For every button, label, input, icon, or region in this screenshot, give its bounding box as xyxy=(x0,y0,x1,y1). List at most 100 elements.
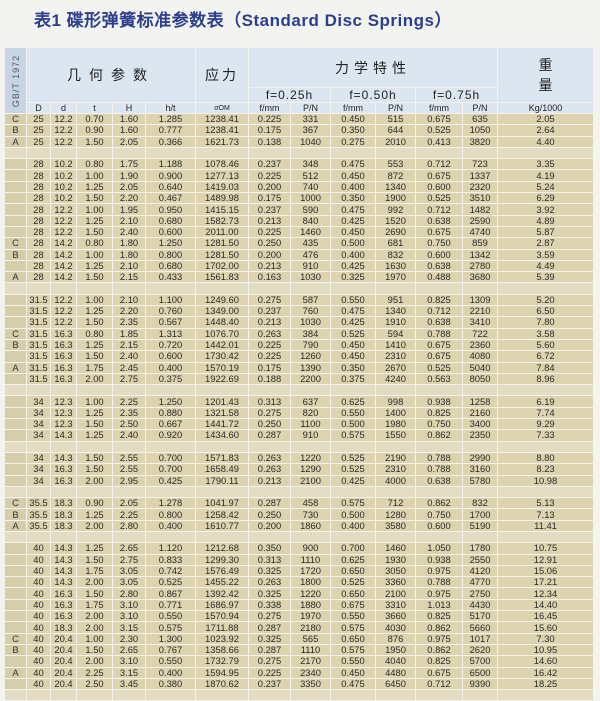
cell-stress: 1419.03 xyxy=(195,180,249,194)
cell-p3: 2320 xyxy=(462,180,498,194)
cell-p3: 9390 xyxy=(462,677,498,691)
cell-stress: 1570.19 xyxy=(195,361,249,374)
cell-h-t-ratio: 0.575 xyxy=(145,621,196,634)
cell-f2: 0.425 xyxy=(330,259,376,273)
cell-thickness: 1.00 xyxy=(76,293,113,307)
cell-f2 xyxy=(330,282,376,295)
cell-stress: 1455.22 xyxy=(195,576,249,589)
cell-weight: 6.72 xyxy=(497,350,594,363)
cell-p3: 859 xyxy=(462,237,498,250)
cell-weight xyxy=(497,689,594,701)
cell-p1: 840 xyxy=(290,214,331,227)
cell-f3: 0.600 xyxy=(415,519,463,532)
cell-f2: 0.550 xyxy=(330,610,376,623)
cell-p3: 2990 xyxy=(462,451,498,465)
cell-stress: 1238.41 xyxy=(195,124,249,137)
cell-p1: 637 xyxy=(290,395,331,408)
cell-thickness: 1.50 xyxy=(76,463,113,476)
cell-h-t-ratio: 0.800 xyxy=(145,508,196,521)
table-row: 40 14.3 1.75 3.05 0.742 1576.49 0.325 1720 0.650… xyxy=(4,564,594,578)
cell-f2: 0.475 xyxy=(330,305,376,318)
cell-d-outer: 34 xyxy=(26,451,51,465)
table-row: 31.5 16.3 1.50 2.40 0.600 1730.42 0.225 1260 0.4… xyxy=(4,350,594,363)
cell-h-t-ratio: 0.777 xyxy=(145,124,196,137)
cell-h-t-ratio: 0.742 xyxy=(145,564,196,578)
cell-height xyxy=(112,282,146,295)
cell-h-t-ratio: 0.680 xyxy=(145,259,196,273)
cell-height xyxy=(112,485,146,499)
cell-p3: 1050 xyxy=(462,124,498,137)
cell-p2: 1410 xyxy=(375,338,416,352)
cell-thickness: 1.25 xyxy=(76,406,113,420)
cell-p1: 1220 xyxy=(290,587,331,600)
cell-weight: 5.20 xyxy=(497,293,594,307)
table-row: 31.5 12.2 1.00 2.10 1.100 1249.60 0.275 587 0.55… xyxy=(4,293,594,307)
cell-height: 2.75 xyxy=(112,372,146,386)
cell-f3: 0.600 xyxy=(415,248,463,261)
cell-h-t-ratio: 0.867 xyxy=(145,587,196,600)
cell-d-inner: 16.3 xyxy=(50,338,77,352)
cell-height xyxy=(112,384,146,397)
cell-d-outer: 40 xyxy=(26,553,51,566)
grade-cell xyxy=(4,169,27,182)
cell-p3: 8050 xyxy=(462,372,498,386)
cell-d-inner xyxy=(50,384,77,397)
cell-height: 3.05 xyxy=(112,576,146,589)
cell-thickness xyxy=(76,689,113,701)
cell-p2 xyxy=(375,530,416,544)
cell-p2: 1950 xyxy=(375,643,416,657)
cell-d-inner: 10.2 xyxy=(50,180,77,194)
cell-thickness: 2.00 xyxy=(76,655,113,668)
cell-height: 2.05 xyxy=(112,135,146,148)
cell-f3: 0.975 xyxy=(415,632,463,645)
grade-cell xyxy=(4,485,27,499)
cell-p2: 872 xyxy=(375,169,416,182)
cell-p2: 6450 xyxy=(375,677,416,691)
cell-p3: 5660 xyxy=(462,621,498,634)
cell-p3: 5190 xyxy=(462,519,498,532)
cell-p3 xyxy=(462,530,498,544)
cell-weight: 11.41 xyxy=(497,519,594,532)
cell-f1: 0.225 xyxy=(248,112,291,126)
cell-p2: 2010 xyxy=(375,135,416,148)
cell-f1: 0.250 xyxy=(248,418,291,431)
cell-height: 2.05 xyxy=(112,497,146,510)
cell-h-t-ratio: 0.771 xyxy=(145,598,196,612)
cell-height xyxy=(112,530,146,544)
cell-f1: 0.287 xyxy=(248,497,291,510)
cell-thickness: 1.50 xyxy=(76,135,113,148)
cell-h-t-ratio xyxy=(145,530,196,544)
cell-p3: 5780 xyxy=(462,474,498,487)
cell-thickness: 1.00 xyxy=(76,169,113,182)
cell-f3: 1.050 xyxy=(415,542,463,555)
cell-p2: 4040 xyxy=(375,655,416,668)
cell-f2: 0.450 xyxy=(330,169,376,182)
cell-p1 xyxy=(290,146,331,160)
cell-p2: 998 xyxy=(375,395,416,408)
cell-p2: 1460 xyxy=(375,542,416,555)
cell-d-inner: 14.2 xyxy=(50,248,77,261)
cell-weight: 10.95 xyxy=(497,643,594,657)
table-row: 40 20.4 2.50 3.45 0.380 1870.62 0.237 3350 0.475… xyxy=(4,677,594,691)
cell-f1: 0.350 xyxy=(248,542,291,555)
cell-d-inner xyxy=(50,485,77,499)
cell-f1: 0.163 xyxy=(248,271,291,284)
cell-p2: 3310 xyxy=(375,598,416,612)
cell-weight: 4.40 xyxy=(497,135,594,148)
cell-height: 3.45 xyxy=(112,677,146,691)
cell-f3: 0.675 xyxy=(415,666,463,679)
cell-h-t-ratio xyxy=(145,440,196,453)
cell-height xyxy=(112,689,146,701)
cell-weight: 10.75 xyxy=(497,542,594,555)
cell-h-t-ratio: 0.600 xyxy=(145,350,196,363)
cell-height: 3.10 xyxy=(112,610,146,623)
cell-stress: 1078.46 xyxy=(195,158,249,171)
cell-weight: 10.98 xyxy=(497,474,594,487)
cell-f3: 0.938 xyxy=(415,553,463,566)
cell-f3: 0.825 xyxy=(415,406,463,420)
cell-d-inner: 18.3 xyxy=(50,621,77,634)
cell-height: 2.80 xyxy=(112,587,146,600)
cell-h-t-ratio xyxy=(145,689,196,701)
cell-thickness: 1.50 xyxy=(76,587,113,600)
cell-p2: 1340 xyxy=(375,180,416,194)
